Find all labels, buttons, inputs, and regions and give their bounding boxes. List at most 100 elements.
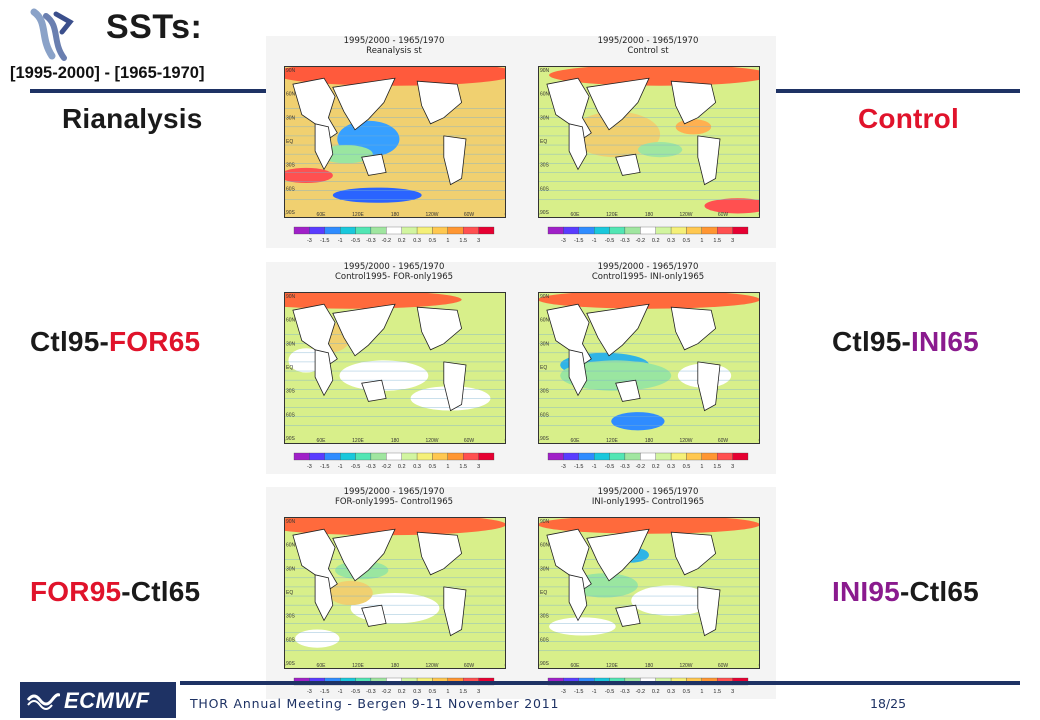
colorbar-swatch: [670, 226, 687, 235]
lon-tick-label: 120W: [425, 438, 438, 444]
anomaly-region: [549, 617, 616, 636]
colorbar-tick-label: 3: [731, 464, 734, 470]
colorbar-tick-label: -0.5: [351, 464, 360, 470]
panel-title-line1: 1995/2000 - 1965/1970: [343, 36, 445, 46]
lon-tick-label: 60E: [571, 663, 581, 669]
colorbar-swatch: [416, 452, 433, 461]
lon-tick-label: 0: [505, 438, 506, 444]
colorbar-tick-label: 0.3: [667, 238, 675, 244]
colorbar-tick-label: 0.2: [652, 689, 660, 695]
colorbar-tick-label: 1.5: [459, 689, 467, 695]
colorbar-tick-label: 0.2: [398, 464, 406, 470]
colorbar-tick-label: 3: [477, 689, 480, 695]
lat-tick-label: 60S: [286, 637, 296, 643]
lon-tick-label: 0: [505, 212, 506, 218]
anomaly-region: [571, 111, 661, 158]
colorbar-swatch: [447, 452, 464, 461]
label-part: Ctl95-: [832, 326, 911, 357]
lat-tick-label: 90N: [286, 294, 296, 300]
panel-title-line2: Control st: [627, 46, 669, 56]
colorbar-swatch: [624, 226, 641, 235]
sst-map: 0 60E 120E 180 120W 60W 0 90N 60N 30N EQ 30S 60S 90S: [538, 292, 760, 444]
colorbar-swatch: [624, 452, 641, 461]
lon-tick-label: 0: [538, 663, 540, 669]
lat-tick-label: 90N: [540, 519, 550, 525]
colorbar-tick-label: -0.2: [382, 689, 391, 695]
lat-tick-label: 90S: [286, 661, 296, 667]
colorbar-swatch: [701, 226, 718, 235]
lon-tick-label: 60E: [571, 438, 581, 444]
lat-tick-label: 90N: [286, 519, 296, 525]
colorbar-swatch: [309, 226, 325, 235]
lat-tick-label: 90S: [540, 661, 550, 667]
colorbar-tick-label: -0.2: [382, 464, 391, 470]
lon-tick-label: 0: [759, 212, 760, 218]
label-reanalysis: Rianalysis: [62, 103, 203, 134]
colorbar-tick-label: 0.3: [413, 464, 421, 470]
colorbar-tick-label: 0.2: [652, 238, 660, 244]
panel-title-line1: 1995/2000 - 1965/1970: [343, 487, 445, 497]
colorbar-swatch: [293, 226, 310, 235]
panel-title: 1995/2000 - 1965/1970 Reanalysis st: [266, 36, 522, 56]
colorbar-swatch: [732, 452, 749, 461]
lon-tick-label: 0: [538, 212, 540, 218]
colorbar-tick-label: -0.3: [620, 689, 629, 695]
colorbar-swatch: [594, 226, 610, 235]
lon-tick-label: 120W: [425, 212, 438, 218]
lat-tick-label: 60S: [540, 637, 550, 643]
colorbar-swatch: [701, 452, 718, 461]
anomaly-region: [284, 66, 506, 86]
anomaly-region: [560, 360, 672, 391]
label-ini95-ctl65: INI95-Ctl65: [832, 576, 979, 608]
panel-title-line1: 1995/2000 - 1965/1970: [597, 36, 699, 46]
lat-tick-label: EQ: [540, 590, 547, 596]
lon-tick-label: 180: [391, 438, 400, 444]
colorbar-swatch: [340, 226, 356, 235]
sst-map: 0 60E 120E 180 120W 60W 0 90N 60N 30N EQ 30S 60S 90S: [284, 292, 506, 444]
colorbar-swatch: [324, 452, 341, 461]
map-frame: [538, 66, 760, 218]
lon-tick-label: 60W: [464, 663, 475, 669]
continent-outline: [670, 80, 717, 125]
label-part-highlight: FOR65: [109, 326, 201, 357]
lat-tick-label: 60S: [286, 186, 296, 192]
colorbar-swatch: [370, 226, 387, 235]
footer-rule: [180, 681, 1020, 685]
colorbar-tick-label: -0.2: [636, 689, 645, 695]
continent-outline: [314, 123, 334, 171]
continent-outline: [568, 574, 588, 622]
lon-tick-label: 60E: [317, 663, 327, 669]
continent-outline: [615, 153, 641, 176]
colorbar-tick-label: 0.5: [683, 238, 691, 244]
lat-tick-label: 30N: [286, 566, 296, 572]
continent-outline: [615, 604, 641, 627]
continent-outline: [443, 586, 467, 637]
colorbar-tick-label: -3: [561, 464, 566, 470]
continent-outline: [443, 361, 467, 412]
lon-tick-label: 120E: [606, 663, 618, 669]
continent-outline: [670, 531, 717, 576]
anomaly-region: [637, 142, 683, 158]
lon-tick-label: 120E: [606, 438, 618, 444]
panel-title-line1: 1995/2000 - 1965/1970: [597, 487, 699, 497]
panel-title: 1995/2000 - 1965/1970 Control st: [520, 36, 776, 56]
colorbar-swatch: [401, 226, 418, 235]
map-panel-ini95-ctl65: 1995/2000 - 1965/1970 INI-only1995- Contr…: [520, 487, 776, 699]
colorbar-swatch: [640, 452, 656, 461]
panel-title-line2: Control1995- INI-only1965: [591, 272, 705, 282]
lon-tick-label: 60W: [464, 212, 475, 218]
panel-title: 1995/2000 - 1965/1970 INI-only1995- Contr…: [520, 487, 776, 507]
continent-outline: [361, 153, 387, 176]
anomaly-region: [549, 66, 760, 86]
colorbar-tick-label: 0.3: [413, 689, 421, 695]
colorbar: -3 -1.5 -1 -0.5 -0.3 -0.2 0.2 0.3 0.5 1 1.5 3: [547, 452, 749, 470]
lat-tick-label: 30N: [286, 115, 296, 121]
panel-title-line2: INI-only1995- Control1965: [591, 497, 705, 507]
colorbar-tick-label: 0.5: [683, 464, 691, 470]
map-frame: [284, 292, 506, 444]
lat-tick-label: 90S: [286, 210, 296, 216]
colorbar-tick-label: 0.5: [683, 689, 691, 695]
colorbar: -3 -1.5 -1 -0.5 -0.3 -0.2 0.2 0.3 0.5 1 1.5 3: [547, 677, 749, 695]
colorbar-tick-label: -1: [592, 689, 597, 695]
colorbar-tick-label: 0.3: [413, 238, 421, 244]
